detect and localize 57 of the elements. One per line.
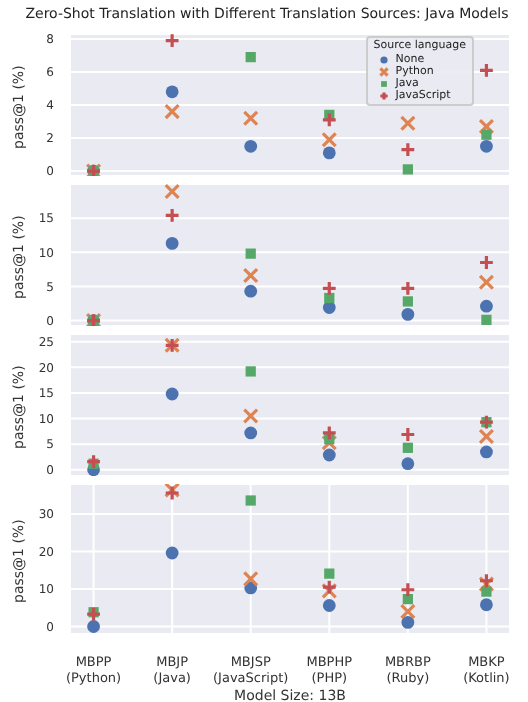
point	[321, 111, 338, 128]
point	[245, 495, 256, 506]
point	[165, 387, 179, 401]
point	[478, 274, 495, 291]
point	[401, 457, 415, 471]
point	[321, 434, 338, 451]
point	[322, 146, 336, 160]
point	[165, 85, 179, 99]
point	[324, 292, 335, 304]
point	[399, 603, 416, 620]
point	[480, 139, 493, 153]
point	[399, 581, 416, 598]
point	[245, 248, 256, 259]
point	[399, 141, 416, 158]
point	[245, 366, 256, 377]
point	[401, 615, 415, 629]
point	[242, 110, 259, 127]
point	[165, 236, 179, 250]
point	[399, 280, 416, 297]
point	[242, 408, 259, 425]
point	[322, 448, 336, 462]
point	[242, 570, 259, 587]
point	[480, 598, 493, 612]
point	[402, 164, 413, 175]
point	[321, 280, 338, 297]
point	[85, 606, 102, 623]
point	[324, 568, 335, 579]
point	[481, 586, 492, 597]
point	[85, 453, 102, 470]
point	[321, 131, 338, 148]
point	[321, 424, 338, 441]
point	[401, 307, 415, 321]
point	[399, 115, 416, 132]
point	[322, 599, 336, 612]
point	[478, 62, 495, 79]
point	[165, 546, 179, 560]
point	[164, 207, 181, 224]
point	[478, 428, 495, 445]
point	[481, 314, 492, 325]
point	[481, 129, 492, 140]
point	[480, 445, 493, 459]
point	[478, 254, 495, 271]
point	[164, 103, 181, 120]
point	[244, 139, 258, 153]
point	[402, 296, 413, 307]
point	[480, 299, 493, 313]
point	[402, 442, 413, 453]
point	[402, 594, 413, 605]
point	[399, 426, 416, 443]
point	[244, 284, 258, 298]
point	[478, 118, 495, 135]
point	[244, 426, 258, 440]
point	[164, 34, 181, 49]
point	[242, 267, 259, 284]
point	[164, 184, 181, 200]
point	[245, 52, 256, 63]
point	[87, 620, 100, 633]
